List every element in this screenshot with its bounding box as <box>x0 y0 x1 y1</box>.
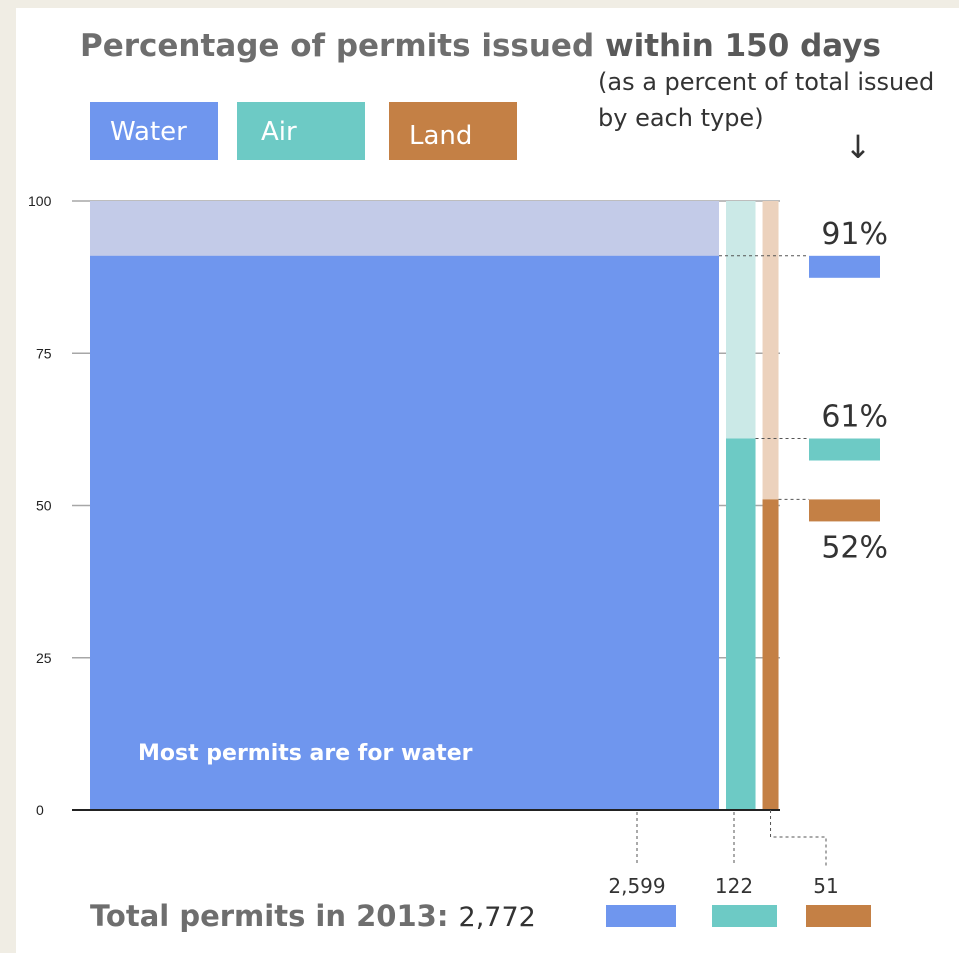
bars <box>72 201 780 811</box>
total-permits: Total permits in 2013: 2,772 <box>90 899 536 933</box>
count-swatch-land <box>806 905 871 927</box>
count-label-land: 51 <box>813 874 838 898</box>
legend-swatch-water <box>90 102 218 160</box>
chart-subtitle-line: (as a percent of total issued <box>598 68 934 96</box>
count-leader <box>770 810 827 866</box>
bar-land <box>762 499 779 810</box>
chart-subtitle-line: by each type) <box>598 104 764 132</box>
count-swatch-air <box>712 905 777 927</box>
legend-swatch-air <box>237 102 365 160</box>
chart-card: Percentage of permits issued within 150 … <box>16 8 959 953</box>
y-tick-label: 50 <box>36 498 52 514</box>
count-footer: 2,599 122 51 <box>606 810 871 927</box>
y-axis: 0 25 50 75 100 <box>28 193 52 818</box>
total-permits-value: 2,772 <box>459 902 536 933</box>
callout-swatch-air <box>809 438 880 461</box>
down-arrow-icon: ↓ <box>845 128 872 166</box>
annotation-most-water: Most permits are for water <box>138 741 473 766</box>
count-label-air: 122 <box>715 874 753 898</box>
count-label-water: 2,599 <box>608 874 665 898</box>
bar-water <box>90 255 719 810</box>
permits-chart: Percentage of permits issued within 150 … <box>28 28 934 933</box>
y-tick-label: 0 <box>36 802 44 818</box>
y-tick-label: 100 <box>28 193 52 209</box>
percent-callouts: 91% 61% 52% <box>719 217 888 565</box>
chart-title-emphasis: within 150 days <box>605 28 881 64</box>
y-tick-label: 25 <box>36 650 52 666</box>
legend-label-air: Air <box>261 117 297 147</box>
percent-label-land: 52% <box>821 530 888 565</box>
bar-air <box>726 438 756 810</box>
legend-label-water: Water <box>110 117 187 147</box>
percent-label-water: 91% <box>821 217 888 252</box>
chart-subtitle: (as a percent of total issued by each typ… <box>598 68 934 132</box>
chart-title: Percentage of permits issued within 150 … <box>80 28 881 64</box>
legend-label-land: Land <box>409 121 472 151</box>
callout-swatch-land <box>809 499 880 522</box>
count-swatch-water <box>606 905 676 927</box>
legend-swatch-land <box>389 102 517 160</box>
legend: Water Air Land <box>90 102 517 160</box>
percent-label-air: 61% <box>821 400 888 435</box>
callout-swatch-water <box>809 255 880 278</box>
y-tick-label: 75 <box>36 345 52 361</box>
